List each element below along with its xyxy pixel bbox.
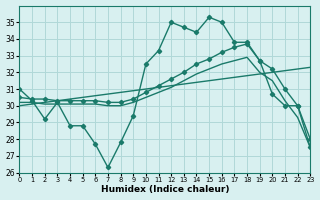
X-axis label: Humidex (Indice chaleur): Humidex (Indice chaleur) <box>100 185 229 194</box>
